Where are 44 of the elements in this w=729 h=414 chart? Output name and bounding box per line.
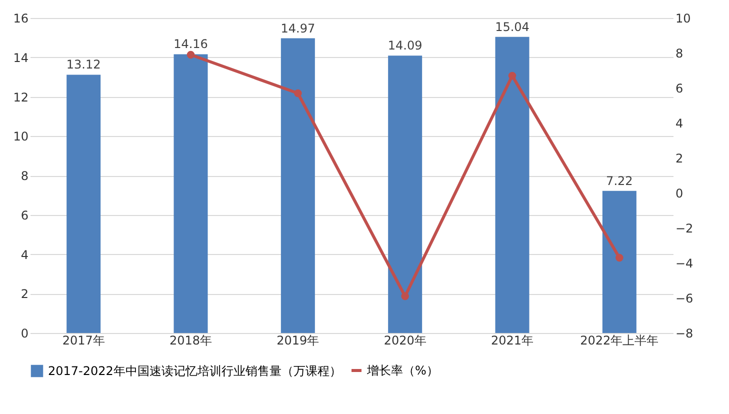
- y2-tick-label: −6: [676, 292, 694, 306]
- x-tick-label: 2017年: [62, 334, 105, 348]
- y2-tick-label: −4: [676, 256, 694, 270]
- bar: [495, 36, 530, 333]
- point: [401, 292, 409, 300]
- x-tick-label: 2018年: [169, 334, 212, 348]
- y2-tick-label: 4: [676, 116, 684, 130]
- point: [186, 50, 195, 59]
- data-label: 13.12: [66, 58, 101, 72]
- bar: [388, 56, 422, 333]
- y-tick-label: 14: [13, 50, 28, 65]
- data-label: 15.04: [495, 20, 530, 34]
- data-label: 14.09: [388, 38, 422, 53]
- point: [616, 254, 624, 262]
- y2-tick-label: 8: [676, 46, 684, 60]
- data-label: 7.22: [606, 174, 633, 188]
- y-tick-label: 6: [20, 208, 28, 222]
- point: [508, 72, 516, 80]
- data-label: 14.16: [174, 37, 208, 52]
- bar: [280, 38, 315, 333]
- bar: [174, 54, 208, 333]
- y-tick-label: 16: [13, 12, 28, 26]
- y-tick-label: 0: [20, 326, 28, 340]
- data-label: 14.97: [280, 21, 316, 36]
- y2-tick-label: 2: [676, 152, 684, 166]
- bar: [66, 74, 101, 333]
- y2-tick-label: 10: [676, 12, 691, 26]
- x-tick-label: 2022年上半年: [580, 334, 659, 348]
- x-tick-label: 2019年: [276, 334, 320, 348]
- y2-tick-label: −8: [676, 326, 694, 340]
- y2-tick-label: −2: [676, 222, 694, 236]
- legend-label: 2017-2022年中国速读记忆培训行业销售量（万课程）: [48, 364, 342, 378]
- y2-tick-label: 0: [676, 186, 684, 200]
- y2-tick-label: 6: [676, 82, 684, 96]
- point: [294, 89, 302, 98]
- legend-label: 增长率（%）: [366, 364, 438, 378]
- x-tick-label: 2020年: [384, 334, 426, 348]
- y-tick-label: 2: [20, 287, 28, 302]
- y-tick-label: 12: [13, 90, 28, 104]
- bar: [602, 190, 636, 333]
- x-tick-label: 2021年: [490, 334, 534, 348]
- y-tick-label: 8: [20, 169, 28, 183]
- y-tick-label: 4: [20, 248, 28, 262]
- y-tick-label: 10: [13, 130, 28, 144]
